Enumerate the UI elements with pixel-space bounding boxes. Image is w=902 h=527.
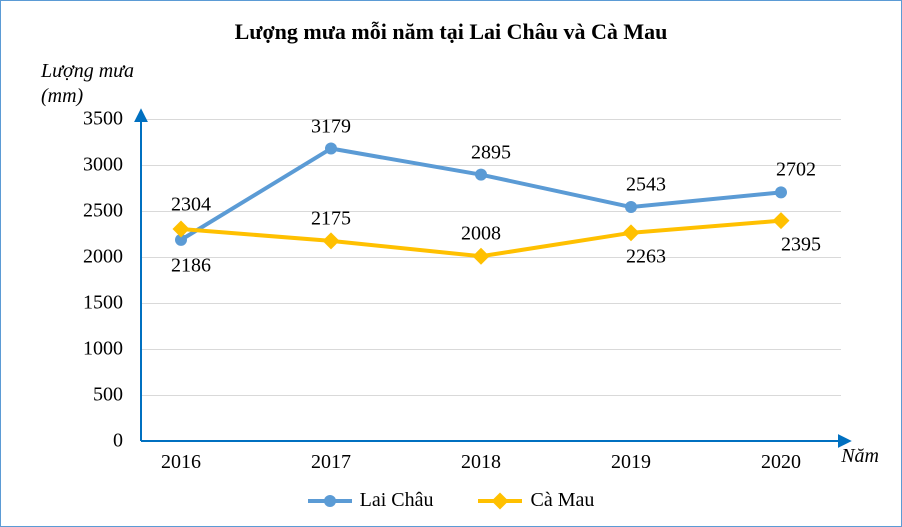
data-label: 2895 bbox=[471, 141, 511, 164]
y-tick-label: 1000 bbox=[63, 338, 123, 361]
y-tick-label: 3000 bbox=[63, 154, 123, 177]
y-tick-label: 2500 bbox=[63, 200, 123, 223]
legend-swatch-lai-chau bbox=[308, 499, 352, 503]
y-tick-label: 2000 bbox=[63, 246, 123, 269]
y-tick-label: 0 bbox=[63, 430, 123, 453]
x-tick-label: 2020 bbox=[761, 451, 801, 474]
data-label: 2395 bbox=[781, 233, 821, 256]
y-axis-label-line2: (mm) bbox=[41, 85, 83, 107]
data-label: 2186 bbox=[171, 254, 211, 277]
x-tick-label: 2016 bbox=[161, 451, 201, 474]
legend: Lai Châu Cà Mau bbox=[1, 486, 901, 513]
x-tick-label: 2019 bbox=[611, 451, 651, 474]
chart-title: Lượng mưa mỗi năm tại Lai Châu và Cà Mau bbox=[1, 19, 901, 45]
data-label: 2304 bbox=[171, 194, 211, 217]
y-axis-label: Lượng mưa (mm) bbox=[41, 59, 134, 109]
chart-container: Lượng mưa mỗi năm tại Lai Châu và Cà Mau… bbox=[0, 0, 902, 527]
diamond-marker-icon bbox=[492, 492, 509, 509]
x-tick-label: 2017 bbox=[311, 451, 351, 474]
legend-item-lai-chau: Lai Châu bbox=[308, 489, 434, 512]
y-tick-label: 3500 bbox=[63, 108, 123, 131]
data-label: 2175 bbox=[311, 207, 351, 230]
data-label: 3179 bbox=[311, 115, 351, 138]
plot-area: 0500100015002000250030003500201620172018… bbox=[141, 119, 841, 441]
legend-item-ca-mau: Cà Mau bbox=[478, 489, 594, 512]
y-axis-label-line1: Lượng mưa bbox=[41, 60, 134, 82]
data-label: 2008 bbox=[461, 223, 501, 246]
legend-label: Cà Mau bbox=[530, 489, 594, 512]
data-label: 2543 bbox=[626, 174, 666, 197]
y-tick-label: 1500 bbox=[63, 292, 123, 315]
data-label: 2263 bbox=[626, 245, 666, 268]
y-tick-label: 500 bbox=[63, 384, 123, 407]
series-lines bbox=[141, 119, 841, 441]
legend-swatch-ca-mau bbox=[478, 499, 522, 503]
circle-marker-icon bbox=[324, 495, 336, 507]
x-axis-label: Năm bbox=[841, 445, 879, 468]
legend-label: Lai Châu bbox=[360, 489, 434, 512]
x-tick-label: 2018 bbox=[461, 451, 501, 474]
data-label: 2702 bbox=[776, 159, 816, 182]
